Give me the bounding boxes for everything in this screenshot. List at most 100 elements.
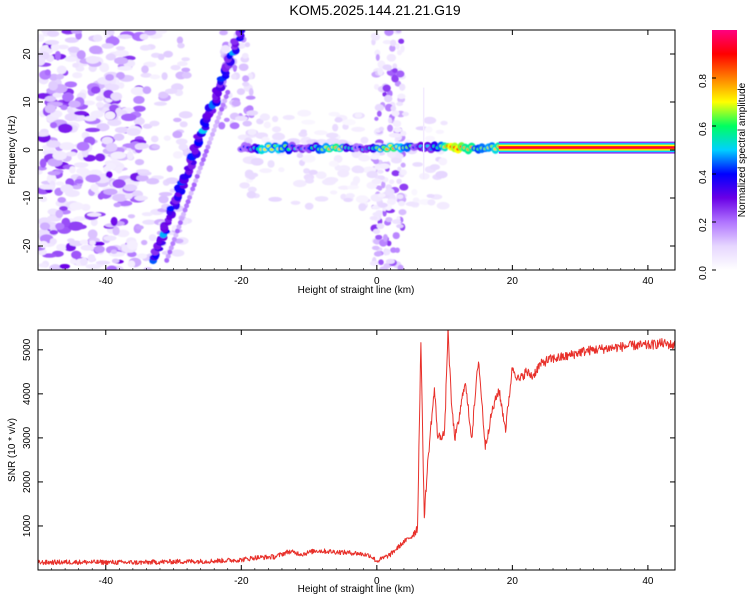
snr-x-tick-label: 0: [374, 576, 380, 587]
spectrogram-cell: [203, 148, 209, 154]
spectrogram-cell: [134, 195, 148, 201]
spectrogram-cell: [117, 34, 133, 39]
spectrogram-cell: [399, 83, 406, 91]
spectrogram-cell: [247, 186, 257, 193]
spectrogram-cell: [170, 241, 176, 247]
spectrogram-cell: [377, 169, 384, 174]
spectrogram-cell: [48, 80, 58, 91]
colorbar-ticks: 0.0 0.2 0.4 0.6 0.8: [698, 74, 716, 280]
spectrogram-cell: [261, 136, 270, 144]
spectrogram-cell: [377, 67, 384, 76]
spectrogram-cell: [435, 170, 448, 179]
spectrogram-x-ticks: -40 -20 0 20 40: [37, 30, 676, 287]
spectrogram-cell: [166, 205, 175, 212]
spectrogram-cell: [391, 170, 400, 177]
spectrogram-cell: [424, 126, 433, 133]
spectrogram-cell: [384, 94, 393, 103]
spectrogram-cell: [375, 53, 380, 61]
spectrogram-cell: [332, 123, 339, 132]
spectrogram-cell: [103, 235, 117, 241]
snr-x-tick-label: 20: [507, 576, 519, 587]
snr-x-label: Height of straight line (km): [298, 584, 415, 595]
spectrogram-cell: [181, 57, 190, 62]
spectrogram-cell: [202, 152, 208, 158]
spectrogram-cell: [170, 64, 181, 71]
spectrogram-cell: [173, 232, 179, 238]
spectrogram-cell: [74, 110, 88, 116]
spectrogram-cell: [232, 65, 238, 70]
spectrogram-cell: [178, 143, 189, 151]
spectrogram-cell: [292, 179, 307, 188]
spectrogram-cell: [378, 259, 384, 266]
spectrogram-cell: [429, 164, 441, 171]
spectrogram-cell: [242, 81, 250, 87]
spectrogram-cell: [246, 110, 259, 116]
spectrogram-cell: [68, 100, 81, 108]
spectrogram-cell: [174, 228, 180, 234]
spectrogram-cell: [176, 224, 182, 230]
spectrogram-cell: [374, 163, 381, 170]
spectrogram-cell: [46, 173, 57, 184]
spectrogram-panel: -40 -20 0 20 40 -20 -10 0 10 20 Height of straig…: [7, 29, 676, 296]
spectrogram-cell: [303, 168, 310, 174]
spectrogram-cell: [397, 166, 402, 172]
spectrogram-cell: [389, 44, 396, 52]
spectrogram-cell: [178, 111, 193, 119]
spectrogram-cell: [382, 234, 388, 242]
spectrogram-cell: [133, 95, 145, 104]
spectrogram-cell: [355, 195, 369, 204]
spectrogram-cell: [44, 40, 60, 45]
spectrogram-cell: [181, 67, 191, 73]
spectrogram-cell: [396, 70, 405, 78]
spectrogram-cell: [386, 53, 397, 62]
spectrogram-cell: [400, 162, 406, 168]
spectrogram-cell: [143, 267, 153, 270]
spectrogram-cell: [105, 53, 116, 61]
spectrogram-cell: [94, 245, 105, 254]
spectrogram-cell: [164, 88, 178, 95]
spectrogram-cell: [163, 50, 173, 58]
spectrogram-cell: [135, 169, 150, 174]
spectrogram-cell: [157, 53, 165, 61]
spectrogram-y-tick-label: -10: [22, 190, 33, 205]
spectrogram-cell: [95, 153, 106, 162]
spectrogram-cell: [150, 135, 159, 143]
spectrogram-cell: [246, 190, 257, 199]
spectrogram-cell: [92, 34, 103, 42]
spectrogram-cell: [396, 224, 404, 229]
spectrogram-cell: [205, 144, 211, 150]
snr-frame: [37, 329, 676, 571]
spectrogram-cell: [106, 30, 115, 36]
spectrogram-cell: [42, 253, 57, 258]
spectrogram-cell: [244, 42, 251, 48]
spectrogram-cell: [110, 249, 118, 254]
spectrogram-cell: [52, 92, 63, 98]
spectrogram-cell: [167, 249, 173, 255]
spectrogram-cell: [377, 185, 383, 191]
spectrogram-cell: [69, 202, 84, 211]
spectrogram-cell: [72, 62, 80, 68]
spectrogram-cell: [69, 166, 76, 174]
spectrogram-cell: [369, 215, 378, 221]
spectrogram-cell: [412, 197, 420, 203]
spectrogram-cell: [52, 150, 67, 161]
spectrogram-cell: [111, 258, 120, 264]
spectrogram-cell: [366, 170, 378, 179]
spectrogram-cell: [397, 264, 404, 270]
spectrogram-cell: [153, 101, 167, 106]
spectrogram-cell: [79, 257, 88, 266]
spectrogram-cell: [121, 113, 137, 122]
spectrogram-cell: [113, 202, 122, 208]
spectrogram-cell: [300, 129, 307, 134]
spectrogram-cell: [38, 184, 55, 190]
spectrogram-cell: [130, 86, 146, 96]
spectrogram-cell: [44, 95, 57, 102]
spectrogram-cell: [105, 83, 120, 91]
spectrogram-cell: [386, 198, 397, 206]
spectrogram-cell: [135, 225, 144, 230]
spectrogram-cell: [382, 64, 393, 71]
spectrogram-cell: [347, 185, 359, 190]
spectrogram-cell: [381, 180, 386, 189]
spectrogram-cell: [117, 66, 133, 71]
spectrogram-cell: [188, 190, 194, 196]
